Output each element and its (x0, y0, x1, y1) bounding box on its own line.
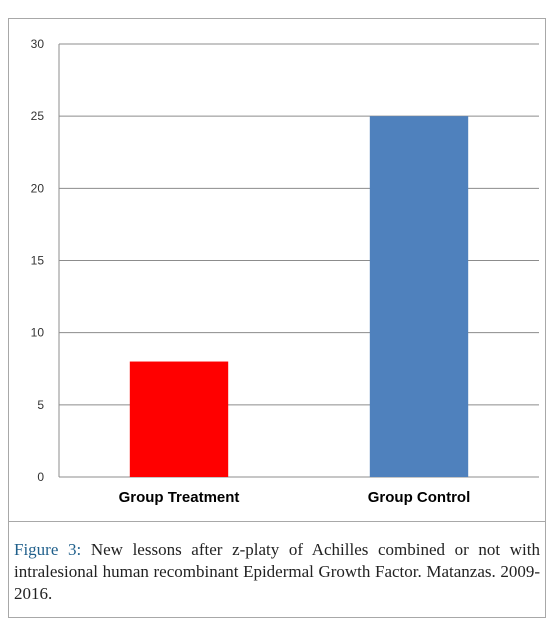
y-tick-label: 30 (31, 37, 45, 51)
x-category-label: Group Control (368, 489, 470, 506)
y-tick-label: 0 (37, 470, 44, 484)
figure-label: Figure 3: (14, 540, 82, 559)
chart-frame: 0 5 10 15 20 25 30 Group Treatment Group Control (8, 18, 546, 522)
y-tick-label: 10 (31, 326, 45, 340)
bar (369, 116, 469, 478)
y-tick-label: 5 (37, 398, 44, 412)
y-tick-label: 15 (31, 254, 45, 268)
figure-caption: Figure 3: New lessons after z-platy of A… (8, 522, 546, 618)
y-tick-label: 25 (31, 109, 45, 123)
bar-chart: 0 5 10 15 20 25 30 Group Treatment Group Control (31, 37, 539, 506)
bar (129, 361, 229, 477)
x-category-label: Group Treatment (119, 489, 240, 506)
y-tick-label: 20 (31, 181, 45, 195)
caption-text: New lessons after z-platy of Achilles co… (14, 540, 540, 603)
